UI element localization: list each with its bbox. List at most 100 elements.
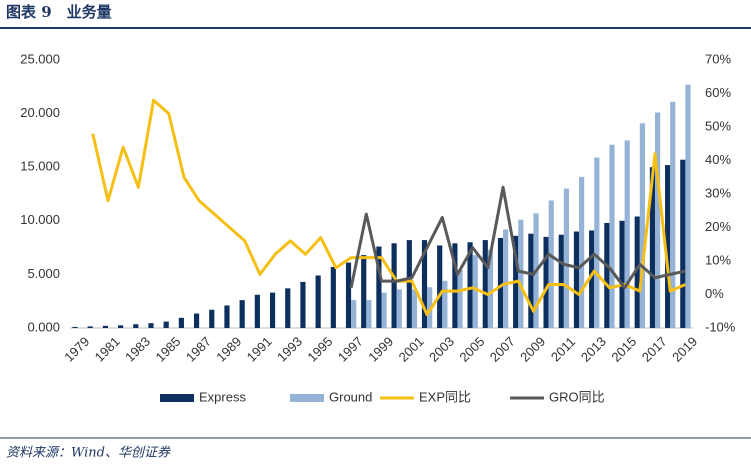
bar [558,234,564,328]
x-tick-label: 2019 [669,334,700,365]
y2-tick-label: 20% [705,219,731,234]
x-tick-label: 2017 [639,334,670,365]
bar [467,242,473,328]
bar [589,230,595,328]
y-tick-label: 15.000 [20,159,60,174]
bar [351,300,357,328]
y2-tick-label: 40% [705,152,731,167]
bar [178,317,184,328]
x-tick-label: 1989 [213,334,244,365]
y2-tick-label: 10% [705,252,731,267]
bar [406,240,412,328]
bar [457,270,463,328]
bar [254,294,260,328]
y2-tick-label: 60% [705,85,731,100]
bar [381,292,387,328]
y2-tick-label: -10% [705,319,736,334]
bar [665,165,671,328]
y2-tick-label: 0% [705,286,724,301]
bar [411,289,418,328]
bar [437,245,443,328]
bar [655,112,661,328]
bar [285,288,291,328]
legend-label: Ground [329,389,372,404]
bar [315,275,321,328]
y-tick-label: 25.000 [20,51,60,66]
bar [497,237,504,328]
bar [193,313,200,328]
bar [634,216,640,328]
x-tick-label: 2007 [487,334,518,365]
x-tick-label: 1981 [92,334,123,365]
bar [391,243,397,328]
bar [148,323,154,328]
bar [487,249,494,328]
x-tick-label: 2015 [608,334,639,365]
bar [118,325,124,328]
bar [396,289,402,328]
bar [239,300,245,328]
bar [604,222,610,328]
legend-label: GRO同比 [549,389,605,404]
y-tick-label: 10.000 [20,212,60,227]
footer-source: 资料来源：Wind、华创证券 [6,446,171,461]
bar [269,292,276,328]
bar [482,240,488,328]
bar [72,326,78,328]
bar [366,300,372,328]
x-tick-label: 1979 [61,334,92,365]
bar [573,231,580,328]
y2-tick-label: 50% [705,118,731,133]
bar [619,220,625,328]
x-tick-label: 1993 [274,334,305,365]
bar [209,309,215,328]
bar [548,200,554,328]
y-tick-label: 0.000 [27,319,60,334]
legend-label: EXP同比 [419,389,471,404]
bar [579,176,585,328]
y2-tick-label: 30% [705,185,731,200]
x-tick-label: 2013 [578,334,609,365]
bar [503,229,509,328]
bar [472,255,478,328]
bar [624,140,630,328]
bar [361,255,367,328]
bar [163,321,169,328]
x-tick-label: 1987 [183,334,214,365]
bar [224,305,230,328]
x-tick-label: 2011 [548,334,578,364]
bar [518,219,524,328]
y-tick-label: 5.000 [27,266,60,281]
bar [543,236,549,328]
bar [376,246,382,328]
bar [330,266,336,328]
x-tick-label: 1991 [244,334,275,365]
bar [427,287,433,328]
line [349,185,686,290]
x-tick-label: 1985 [152,334,183,365]
x-tick-label: 2005 [456,334,487,365]
x-tick-label: 2003 [426,334,457,365]
x-tick-label: 1995 [304,334,335,365]
x-tick-label: 1999 [365,334,396,365]
legend-swatch [160,394,194,402]
x-tick-label: 2001 [396,334,427,365]
bar [300,281,306,328]
bar [649,167,656,328]
legend-swatch [290,394,324,402]
bar [102,325,108,328]
bar [609,144,615,328]
bar [594,157,600,328]
bar [528,233,534,328]
bar [442,280,448,328]
bar [133,324,139,328]
x-tick-label: 2009 [517,334,548,365]
legend-label: Express [199,389,246,404]
line [91,98,687,317]
bar [685,84,691,328]
y2-tick-label: 70% [705,51,731,66]
header-title: 图表 9 业务量 [6,3,112,21]
bar [421,240,428,328]
bar [639,123,645,328]
